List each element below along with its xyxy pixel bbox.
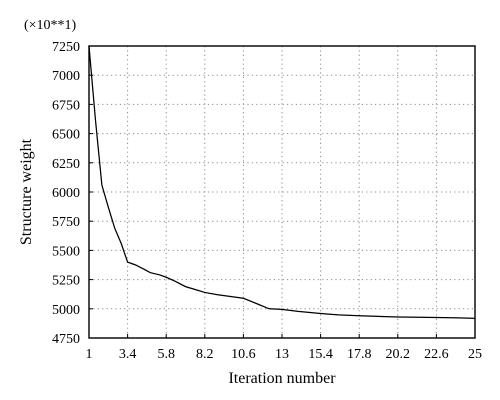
series-line-1 — [88, 45, 476, 320]
y-tick-label: 5750 — [52, 215, 80, 230]
series-layer — [88, 45, 476, 320]
y-tick-label: 6000 — [52, 186, 80, 201]
x-tick-label: 10.6 — [231, 347, 256, 362]
y-tick-label: 5000 — [52, 303, 80, 318]
y-tick-label: 4750 — [52, 332, 80, 347]
y-tick-label: 7250 — [52, 40, 80, 55]
y-tick-label: 7000 — [52, 69, 80, 84]
y-tick-labels: 4750 5000 5250 5500 5750 6000 6250 6500 6750 7000… — [52, 40, 80, 347]
grid — [89, 46, 475, 338]
x-tick-label: 8.2 — [196, 347, 214, 362]
y-axis-title: Structure weight — [18, 138, 35, 245]
y-tick-label: 6750 — [52, 98, 80, 113]
x-tick-label: 22.6 — [424, 347, 449, 362]
x-axis-title: Iteration number — [228, 370, 336, 387]
x-tick-label: 25 — [468, 347, 482, 362]
x-tick-label: 1 — [86, 347, 93, 362]
x-tick-label: 17.8 — [347, 347, 372, 362]
x-tick-label: 20.2 — [386, 347, 411, 362]
y-tick-label: 5250 — [52, 274, 80, 289]
y-tick-label: 6250 — [52, 157, 80, 172]
x-tick-label: 5.8 — [157, 347, 175, 362]
x-tick-labels: 1 3.4 5.8 8.2 10.6 13 15.4 17.8 20.2 22.6 25 — [86, 347, 483, 362]
y-tick-label: 5500 — [52, 244, 80, 259]
x-tick-label: 15.4 — [308, 347, 333, 362]
x-tick-label: 3.4 — [119, 347, 137, 362]
y-tick-label: 6500 — [52, 128, 80, 143]
plot-frame — [88, 45, 476, 339]
y-multiplier-label: (×10**1) — [24, 18, 77, 33]
x-tick-label: 13 — [275, 347, 289, 362]
